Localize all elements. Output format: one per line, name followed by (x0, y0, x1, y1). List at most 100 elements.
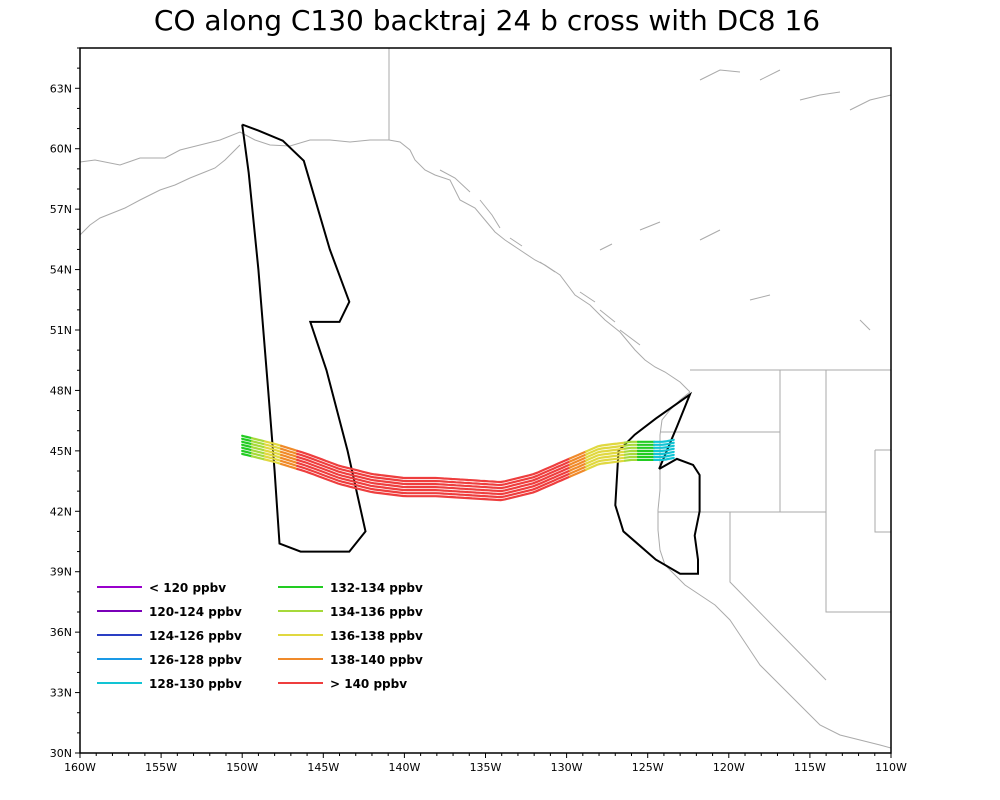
y-tick-label: 60N (50, 143, 72, 156)
y-tick-label: 33N (50, 687, 72, 700)
x-axis: 160W 155W 150W 145W 140W 135W 130W 125W 120W 115W… (64, 753, 907, 774)
legend-label: 126-128 ppbv (149, 653, 242, 667)
trajectory-line (568, 456, 588, 466)
trajectory-line (241, 443, 253, 449)
trajectory-line (568, 453, 588, 463)
trajectory-layer (241, 434, 675, 502)
trajectory-line (241, 440, 253, 446)
legend-label: 128-130 ppbv (149, 677, 242, 691)
trajectory-line (241, 446, 253, 452)
trajectory-line (584, 459, 627, 471)
trajectory-line (296, 461, 571, 496)
y-tick-label: 45N (50, 445, 72, 458)
trajectory-line (241, 437, 253, 443)
trajectory-line (584, 450, 627, 462)
x-tick-label: 140W (388, 761, 420, 774)
trajectory-line (584, 441, 627, 453)
trajectory-line (296, 467, 571, 502)
x-tick-label: 115W (794, 761, 826, 774)
x-tick-label: 150W (226, 761, 258, 774)
chart-title: CO along C130 backtraj 24 b cross with D… (154, 4, 820, 37)
trajectory-line (623, 452, 640, 456)
trajectory-line (280, 459, 299, 468)
trajectory-line (280, 462, 299, 471)
utah-border (825, 512, 891, 613)
trajectory-line (653, 456, 675, 461)
y-tick-label: 30N (50, 747, 72, 760)
trajectory-line (263, 440, 283, 447)
trajectory-line (263, 455, 283, 462)
trajectory-line (568, 465, 588, 475)
x-tick-label: 135W (470, 761, 502, 774)
y-tick-label: 57N (50, 203, 72, 216)
trajectory-line (280, 450, 299, 458)
y-tick-label: 54N (50, 264, 72, 277)
legend-label: 132-134 ppbv (330, 581, 423, 595)
trajectory-line (623, 455, 640, 459)
coastline-layer (79, 48, 892, 749)
trajectory-line (241, 434, 253, 440)
trajectory-line (568, 450, 588, 460)
flight-track-east (614, 391, 701, 575)
map-area (79, 48, 892, 753)
x-tick-label: 110W (875, 761, 907, 774)
trajectory-line (241, 449, 253, 455)
legend-label: 134-136 ppbv (330, 605, 423, 619)
alaska-peninsula-coast (79, 144, 241, 236)
trajectory-line (623, 449, 640, 453)
trajectory-line (568, 468, 588, 478)
trajectory-line (263, 443, 283, 450)
trajectory-line (250, 437, 266, 443)
east-state-border (874, 449, 891, 533)
trajectory-line (653, 450, 675, 455)
trajectory-line (584, 447, 627, 459)
trajectory-line (653, 447, 675, 452)
trajectory-line (623, 440, 640, 444)
trajectory-line (653, 453, 675, 458)
trajectory-line (263, 449, 283, 456)
x-tick-label: 160W (64, 761, 96, 774)
trajectory-line (623, 458, 640, 462)
x-tick-label: 130W (551, 761, 583, 774)
flight-track-west (241, 123, 367, 553)
y-tick-label: 39N (50, 566, 72, 579)
trajectory-line (296, 452, 571, 487)
trajectory-line (280, 444, 299, 452)
x-tick-label: 125W (632, 761, 664, 774)
trajectory-line (250, 440, 266, 446)
trajectory-line (280, 447, 299, 455)
trajectory-line (263, 446, 283, 453)
alaska-coastline (79, 131, 691, 393)
y-tick-label: 63N (50, 82, 72, 95)
trajectory-line (653, 438, 675, 443)
legend-label: < 120 ppbv (149, 581, 226, 595)
trajectory-line (263, 452, 283, 459)
trajectory-line (584, 456, 627, 468)
flight-track-layer (241, 123, 701, 575)
legend-label: 138-140 ppbv (330, 653, 423, 667)
trajectory-line (280, 453, 299, 461)
inland-lakes (599, 69, 892, 331)
y-tick-label: 51N (50, 324, 72, 337)
trajectory-line (296, 449, 571, 484)
x-tick-label: 145W (307, 761, 339, 774)
trajectory-line (623, 446, 640, 450)
y-axis: 30N 33N 36N 39N 42N 45N 48N 51N 54N 57N 60N 63N (50, 47, 80, 760)
x-tick-label: 120W (713, 761, 745, 774)
legend-label: 124-126 ppbv (149, 629, 242, 643)
x-tick-label: 155W (145, 761, 177, 774)
trajectory-line (568, 462, 588, 472)
y-tick-label: 48N (50, 384, 72, 397)
trajectory-line (653, 441, 675, 446)
trajectory-line (296, 455, 571, 490)
bc-coast-islands (439, 169, 641, 346)
legend: < 120 ppbv 120-124 ppbv 124-126 ppbv 126-12… (97, 581, 423, 691)
legend-label: > 140 ppbv (330, 677, 407, 691)
y-tick-label: 42N (50, 505, 72, 518)
trajectory-line (623, 443, 640, 447)
trajectory-line (250, 455, 266, 461)
trajectory-line (296, 458, 571, 493)
trajectory-line (250, 449, 266, 455)
trajectory-line (568, 459, 588, 469)
